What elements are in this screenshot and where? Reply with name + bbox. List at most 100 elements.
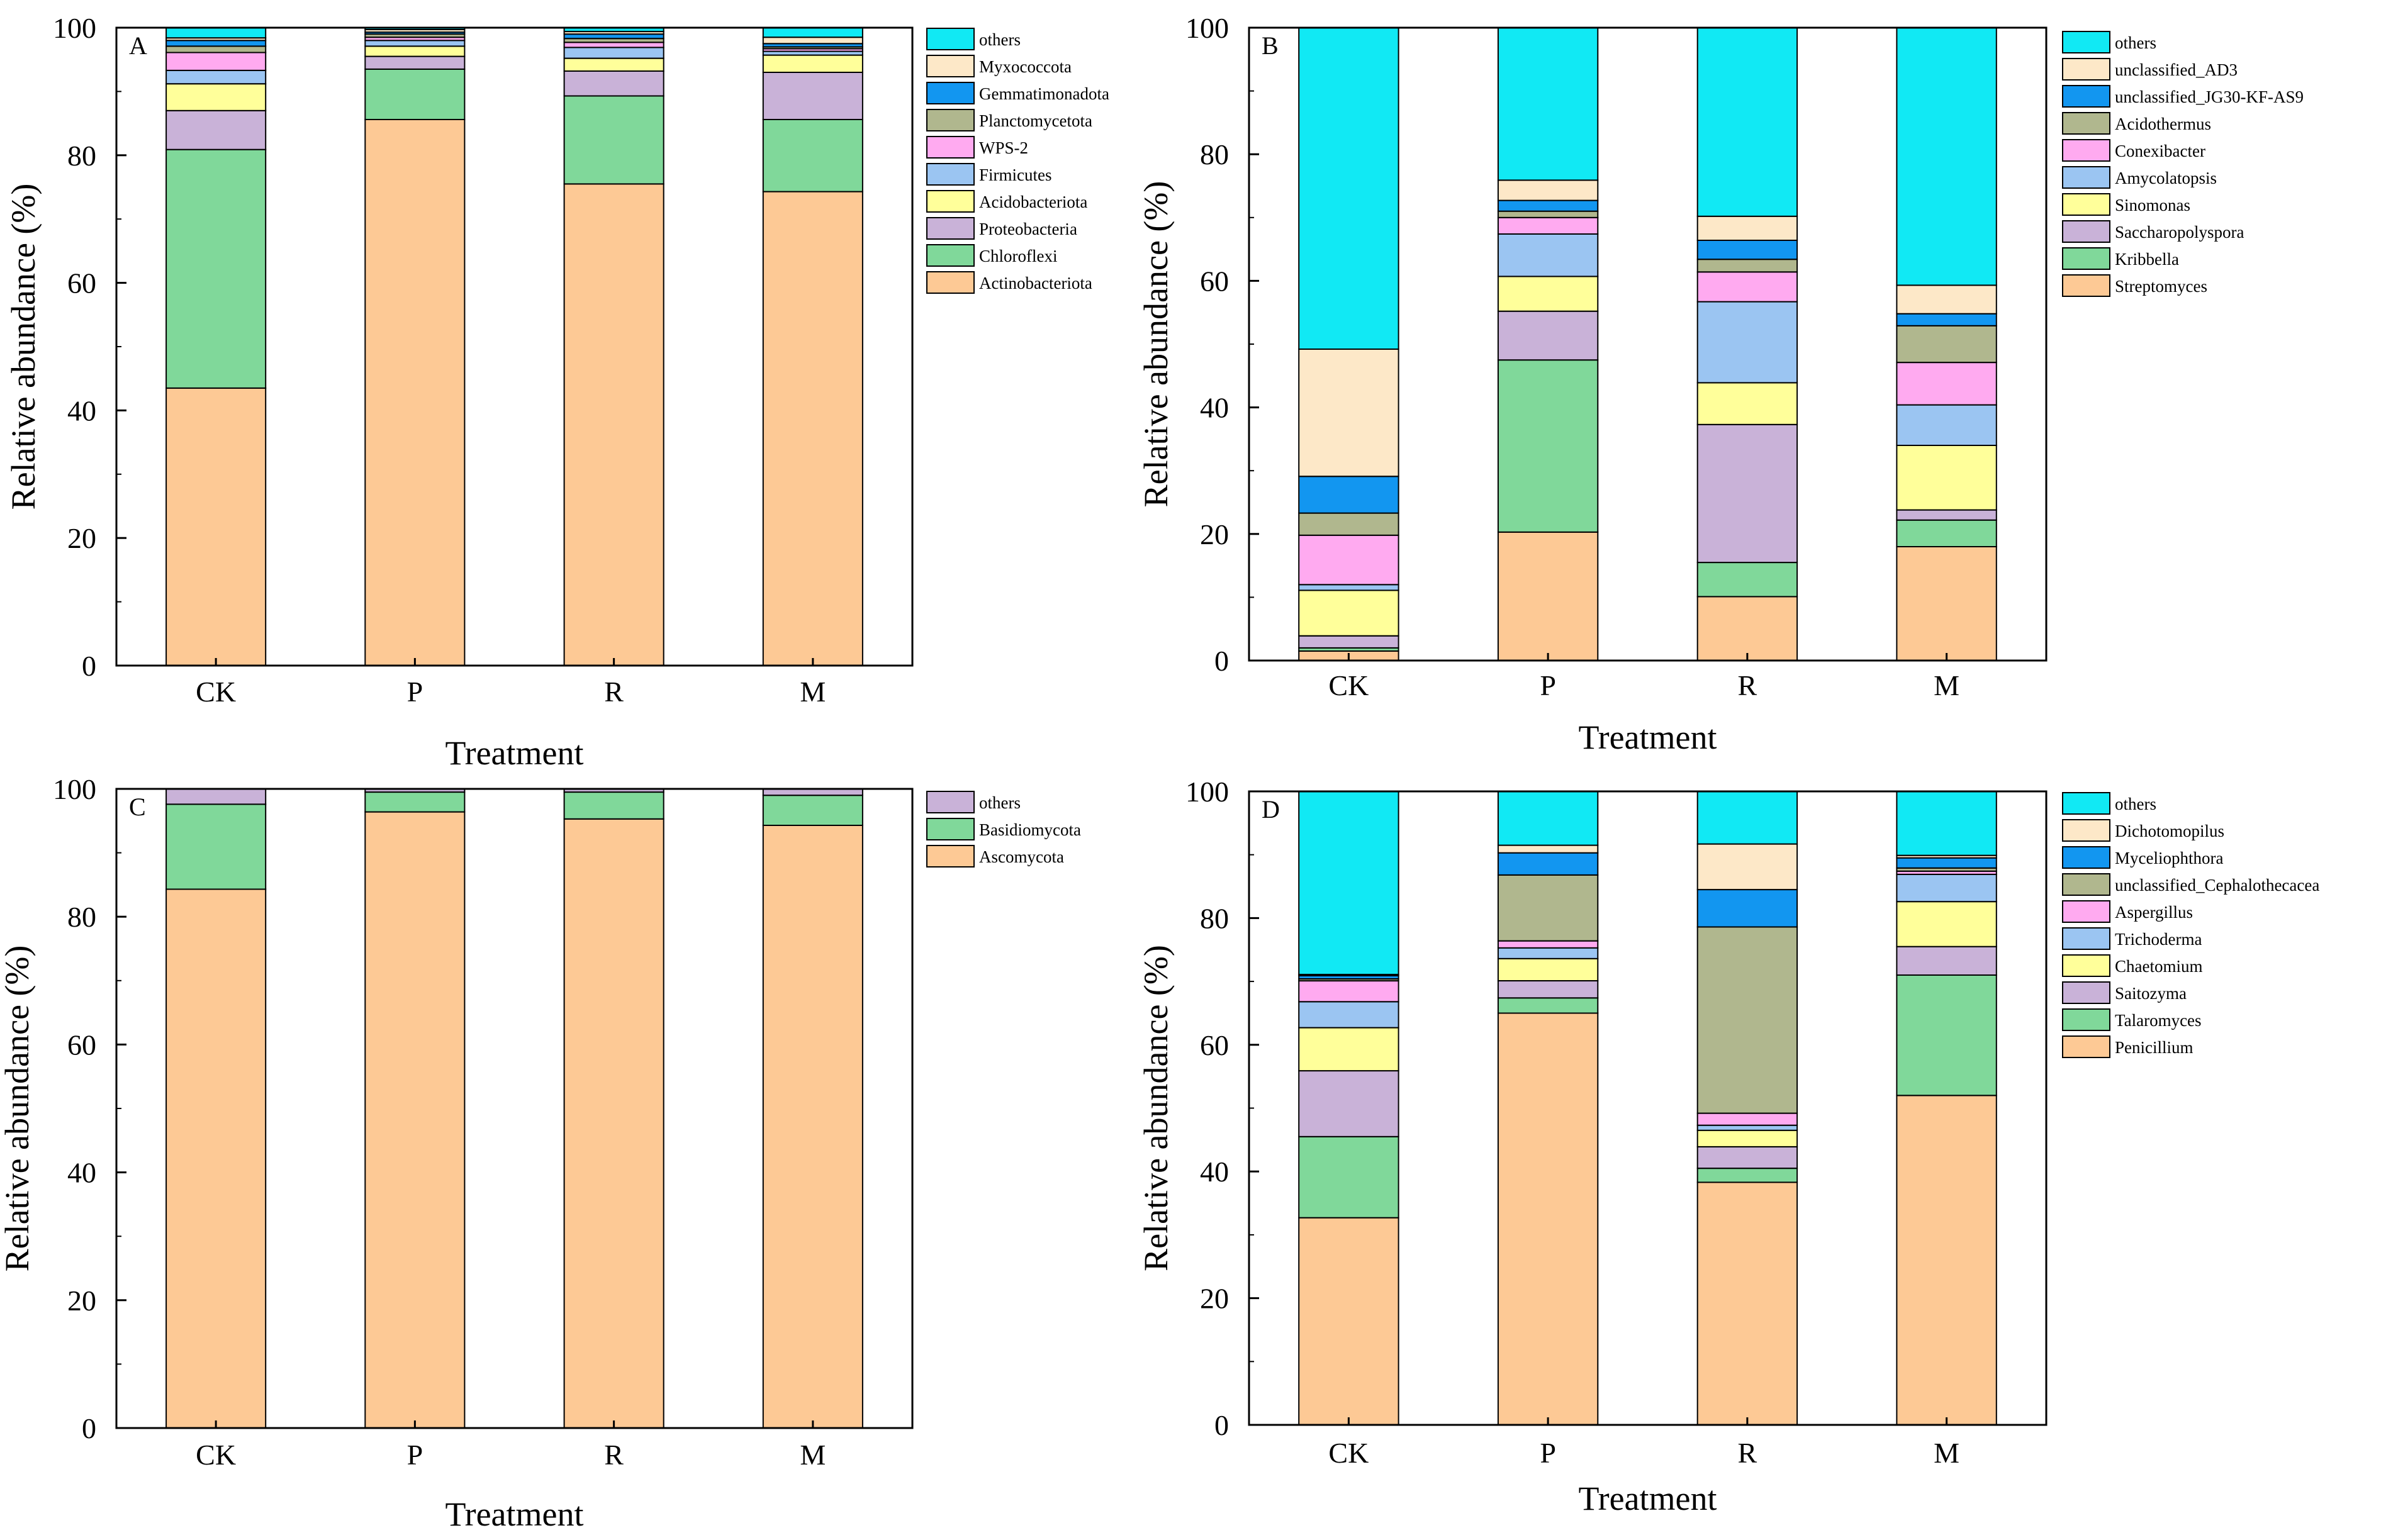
- bar-segment-ascomycota-p[interactable]: [364, 811, 466, 1429]
- bar-segment-others-p[interactable]: [1497, 791, 1599, 846]
- bar-segment-conexibacter-ck[interactable]: [1298, 534, 1399, 586]
- bar-segment-amycolatopsis-r[interactable]: [1696, 301, 1798, 384]
- bar-segment-kribbella-r[interactable]: [1696, 562, 1798, 598]
- bar-segment-talaromyces-m[interactable]: [1896, 974, 1997, 1096]
- bar-segment-saitozyma-p[interactable]: [1497, 980, 1599, 999]
- bar-segment-basidiomycota-r[interactable]: [563, 791, 664, 820]
- bar-segment-unclassified-jg30-kf-as9-r[interactable]: [1696, 240, 1798, 260]
- bar-segment-streptomyces-r[interactable]: [1696, 596, 1798, 662]
- bar-segment-kribbella-p[interactable]: [1497, 359, 1599, 533]
- bar-segment-acidobacteriota-r[interactable]: [563, 57, 664, 72]
- bar-segment-planctomycetota-ck[interactable]: [165, 45, 267, 53]
- bar-segment-gemmatimonadota-ck[interactable]: [165, 40, 267, 47]
- bar-segment-firmicutes-ck[interactable]: [165, 69, 267, 85]
- bar-segment-penicillium-p[interactable]: [1497, 1012, 1599, 1426]
- bar-segment-chaetomium-ck[interactable]: [1298, 1027, 1399, 1072]
- bar-segment-trichoderma-ck[interactable]: [1298, 1001, 1399, 1029]
- bar-segment-saccharopolyspora-r[interactable]: [1696, 423, 1798, 564]
- bar-segment-proteobacteria-m[interactable]: [762, 72, 863, 120]
- bar-segment-proteobacteria-p[interactable]: [364, 55, 466, 70]
- bar-segment-unclassified-cephalothecacea-p[interactable]: [1497, 874, 1599, 942]
- bar-segment-sinomonas-ck[interactable]: [1298, 589, 1399, 637]
- bar-segment-aspergillus-p[interactable]: [1497, 940, 1599, 949]
- bar-segment-amycolatopsis-p[interactable]: [1497, 233, 1599, 277]
- bar-segment-firmicutes-p[interactable]: [364, 40, 466, 47]
- bar-segment-chaetomium-p[interactable]: [1497, 957, 1599, 982]
- bar-segment-unclassified-cephalothecacea-r[interactable]: [1696, 926, 1798, 1114]
- bar-segment-others-ck[interactable]: [1298, 791, 1399, 975]
- bar-segment-unclassified-jg30-kf-as9-ck[interactable]: [1298, 476, 1399, 514]
- bar-segment-talaromyces-r[interactable]: [1696, 1168, 1798, 1183]
- bar-segment-unclassified-jg30-kf-as9-p[interactable]: [1497, 199, 1599, 212]
- bar-segment-aspergillus-ck[interactable]: [1298, 980, 1399, 1003]
- bar-segment-saitozyma-m[interactable]: [1896, 946, 1997, 976]
- bar-segment-dichotomopilus-r[interactable]: [1696, 843, 1798, 891]
- bar-segment-sinomonas-p[interactable]: [1497, 276, 1599, 312]
- bar-segment-penicillium-m[interactable]: [1896, 1095, 1997, 1426]
- bar-segment-unclassified-ad3-p[interactable]: [1497, 179, 1599, 201]
- bar-segment-actinobacteriota-m[interactable]: [762, 191, 863, 667]
- bar-segment-saccharopolyspora-m[interactable]: [1896, 509, 1997, 521]
- bar-segment-sinomonas-m[interactable]: [1896, 445, 1997, 511]
- bar-segment-streptomyces-m[interactable]: [1896, 545, 1997, 662]
- bar-segment-ascomycota-ck[interactable]: [165, 888, 267, 1429]
- bar-segment-sinomonas-r[interactable]: [1696, 382, 1798, 425]
- bar-segment-conexibacter-r[interactable]: [1696, 271, 1798, 303]
- bar-segment-proteobacteria-ck[interactable]: [165, 109, 267, 150]
- bar-segment-others-r[interactable]: [1696, 27, 1798, 217]
- bar-segment-acidobacteriota-m[interactable]: [762, 54, 863, 73]
- bar-segment-unclassified-ad3-r[interactable]: [1696, 215, 1798, 241]
- bar-segment-dichotomopilus-p[interactable]: [1497, 844, 1599, 854]
- bar-segment-acidobacteriota-p[interactable]: [364, 45, 466, 57]
- bar-segment-amycolatopsis-ck[interactable]: [1298, 584, 1399, 591]
- bar-segment-myxococcota-m[interactable]: [762, 36, 863, 45]
- bar-segment-firmicutes-r[interactable]: [563, 47, 664, 59]
- bar-segment-amycolatopsis-m[interactable]: [1896, 404, 1997, 446]
- bar-segment-aspergillus-r[interactable]: [1696, 1112, 1798, 1126]
- bar-segment-wps-2-r[interactable]: [563, 42, 664, 48]
- bar-segment-chloroflexi-r[interactable]: [563, 95, 664, 185]
- bar-segment-saccharopolyspora-ck[interactable]: [1298, 635, 1399, 649]
- bar-segment-basidiomycota-ck[interactable]: [165, 803, 267, 890]
- bar-segment-saitozyma-r[interactable]: [1696, 1146, 1798, 1169]
- bar-segment-acidothermus-p[interactable]: [1497, 210, 1599, 218]
- bar-segment-wps-2-ck[interactable]: [165, 52, 267, 71]
- bar-segment-others-r[interactable]: [1696, 791, 1798, 845]
- bar-segment-talaromyces-p[interactable]: [1497, 997, 1599, 1014]
- bar-segment-others-p[interactable]: [1497, 27, 1599, 181]
- bar-segment-kribbella-m[interactable]: [1896, 519, 1997, 548]
- bar-segment-unclassified-jg30-kf-as9-m[interactable]: [1896, 313, 1997, 326]
- bar-segment-trichoderma-r[interactable]: [1696, 1124, 1798, 1131]
- bar-segment-acidothermus-r[interactable]: [1696, 259, 1798, 273]
- bar-segment-myceliophthora-p[interactable]: [1497, 852, 1599, 876]
- bar-segment-ascomycota-m[interactable]: [762, 824, 863, 1429]
- bar-segment-streptomyces-p[interactable]: [1497, 531, 1599, 661]
- bar-segment-chloroflexi-ck[interactable]: [165, 148, 267, 389]
- bar-segment-proteobacteria-r[interactable]: [563, 70, 664, 97]
- bar-segment-others-m[interactable]: [762, 788, 863, 796]
- bar-segment-chaetomium-r[interactable]: [1696, 1129, 1798, 1147]
- bar-segment-ascomycota-r[interactable]: [563, 818, 664, 1429]
- bar-segment-saitozyma-ck[interactable]: [1298, 1070, 1399, 1137]
- bar-segment-trichoderma-m[interactable]: [1896, 873, 1997, 903]
- bar-segment-chloroflexi-p[interactable]: [364, 68, 466, 120]
- bar-segment-acidothermus-m[interactable]: [1896, 325, 1997, 364]
- bar-segment-others-m[interactable]: [762, 27, 863, 38]
- bar-segment-acidothermus-ck[interactable]: [1298, 512, 1399, 536]
- bar-segment-conexibacter-m[interactable]: [1896, 362, 1997, 406]
- bar-segment-others-ck[interactable]: [1298, 27, 1399, 350]
- bar-segment-others-m[interactable]: [1896, 27, 1997, 286]
- bar-segment-myceliophthora-m[interactable]: [1896, 857, 1997, 869]
- bar-segment-penicillium-r[interactable]: [1696, 1181, 1798, 1426]
- bar-segment-penicillium-ck[interactable]: [1298, 1217, 1399, 1426]
- bar-segment-acidobacteriota-ck[interactable]: [165, 83, 267, 111]
- bar-segment-actinobacteriota-r[interactable]: [563, 183, 664, 666]
- bar-segment-chaetomium-m[interactable]: [1896, 901, 1997, 947]
- bar-segment-actinobacteriota-ck[interactable]: [165, 387, 267, 667]
- bar-segment-trichoderma-p[interactable]: [1497, 947, 1599, 959]
- bar-segment-others-ck[interactable]: [165, 27, 267, 39]
- bar-segment-saccharopolyspora-p[interactable]: [1497, 310, 1599, 361]
- bar-segment-chloroflexi-m[interactable]: [762, 119, 863, 192]
- bar-segment-talaromyces-ck[interactable]: [1298, 1135, 1399, 1219]
- bar-segment-conexibacter-p[interactable]: [1497, 216, 1599, 235]
